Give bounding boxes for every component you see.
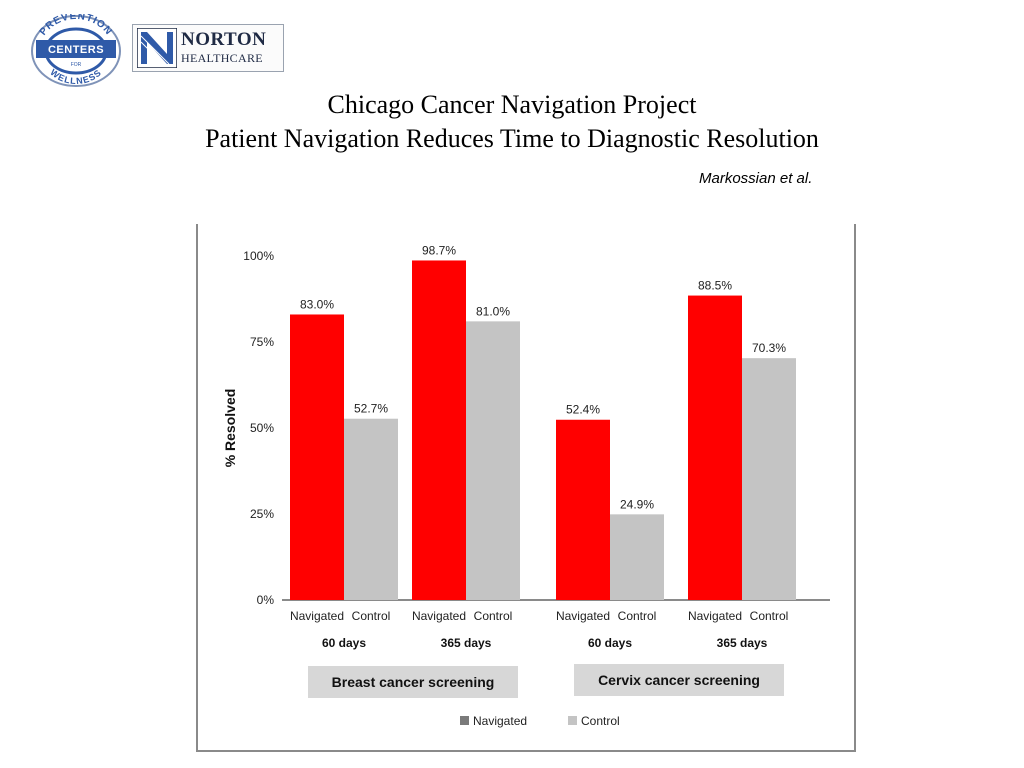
panel-label-cervix: Cervix cancer screening [598,672,760,688]
bar-value-label: 98.7% [422,243,456,257]
chart-figure: 0% 25% 50% 75% 100% % Resolved 83.0% Navigated 5… [196,224,856,752]
logo-band [36,40,116,58]
logo-small-text: FOR [71,62,82,68]
norton-logo-line2: HEALTHCARE [181,51,263,65]
norton-healthcare-logo: NORTON HEALTHCARE [132,24,284,72]
bar-control [344,418,398,600]
group-label: 365 days [441,636,492,650]
bar-navigated [556,419,610,600]
logo-outer-ring [31,15,121,87]
legend-label-control: Control [581,714,620,728]
bar-navigated [688,295,742,600]
group-label: 60 days [588,636,632,650]
y-tick-label: 100% [243,249,274,263]
y-tick-label: 25% [250,507,274,521]
panel-box-breast [308,666,518,698]
group-label: 365 days [717,636,768,650]
bar-chart: 0% 25% 50% 75% 100% % Resolved 83.0% Navigated 5… [222,243,830,728]
logo-ring-top-text: PREVENTION [38,14,114,38]
slide-title-line1: Chicago Cancer Navigation Project [327,90,697,119]
x-category-label: Navigated [290,609,344,623]
panel-box-cervix [574,664,784,696]
bar-value-label: 88.5% [698,279,732,293]
x-category-label: Control [618,609,657,623]
x-category-label: Navigated [688,609,742,623]
bar-control [466,321,520,600]
y-tick-label: 75% [250,335,274,349]
logo-center-text: CENTERS [48,44,104,56]
bar-value-label: 24.9% [620,497,654,511]
y-axis-label: % Resolved [222,389,238,468]
bar-value-label: 81.0% [476,304,510,318]
bar-value-label: 52.4% [566,403,600,417]
x-category-label: Control [750,609,789,623]
y-tick-label: 50% [250,421,274,435]
legend-swatch-navigated [460,716,469,725]
bar-control [742,358,796,600]
panel-label-breast: Breast cancer screening [332,674,495,690]
bar-navigated [290,314,344,600]
x-category-label: Control [474,609,513,623]
slide-title-line2: Patient Navigation Reduces Time to Diagn… [205,124,819,153]
bar-value-label: 52.7% [354,402,388,416]
x-category-label: Control [352,609,391,623]
x-category-label: Navigated [556,609,610,623]
legend-swatch-control [568,716,577,725]
bar-control [610,514,664,600]
bar-value-label: 83.0% [300,297,334,311]
norton-n-mark-icon [137,28,177,68]
prevention-centers-logo: PREVENTION CENTERS FOR WELLNESS [31,14,121,87]
y-tick-label: 0% [257,593,275,607]
group-label: 60 days [322,636,366,650]
legend-label-navigated: Navigated [473,714,527,728]
x-category-label: Navigated [412,609,466,623]
bar-navigated [412,260,466,600]
norton-logo-line1: NORTON [181,29,267,50]
slide-author: Markossian et al. [699,170,813,187]
bar-value-label: 70.3% [752,341,786,355]
